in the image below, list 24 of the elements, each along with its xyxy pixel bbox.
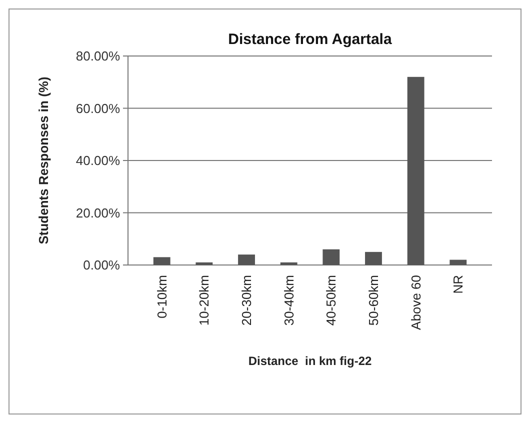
bar (238, 254, 255, 265)
x-tick-label: 10-20km (196, 275, 212, 326)
x-tick-label: 0-10km (154, 275, 170, 318)
y-tick-label: 40.00% (76, 153, 120, 168)
y-tick-label: 60.00% (76, 100, 120, 116)
y-tick-label: 80.00% (76, 48, 120, 64)
y-tick-label: 20.00% (76, 205, 120, 220)
y-axis-title: Students Responses in (%) (36, 76, 51, 244)
x-tick-label: 40-50km (324, 275, 339, 326)
bar (196, 262, 213, 265)
bar (407, 76, 424, 265)
x-tick-label: 50-60km (366, 275, 382, 326)
bar (365, 252, 382, 265)
y-tick-label: 0.00% (83, 258, 120, 273)
chart-title: Distance from Agartala (228, 31, 392, 48)
x-tick-label: Above 60 (408, 275, 424, 330)
x-tick-label: 30-40km (281, 275, 296, 326)
bar (153, 257, 170, 265)
x-tick-label: 20-30km (239, 275, 254, 326)
x-axis-title: Distance in km fig-22 (248, 354, 372, 368)
bar (450, 260, 467, 265)
bar (322, 249, 340, 265)
bar (280, 262, 298, 265)
x-tick-label: NR (450, 275, 466, 294)
